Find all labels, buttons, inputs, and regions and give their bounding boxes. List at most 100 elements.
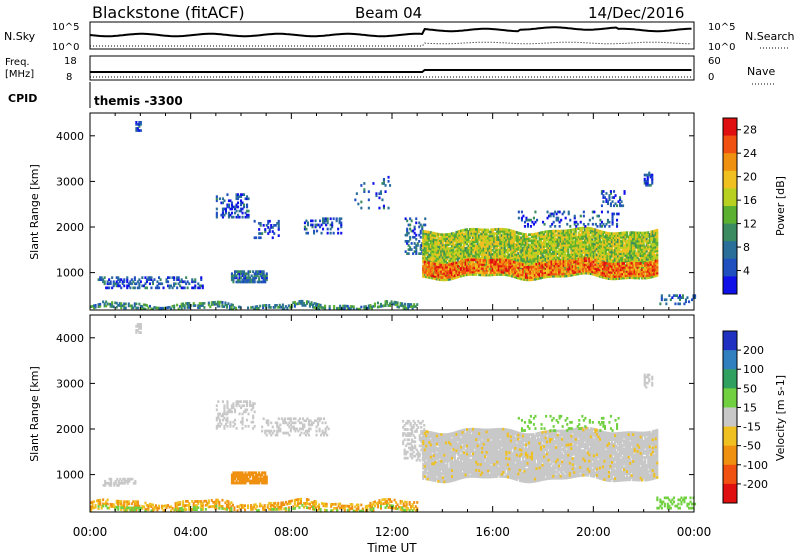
data-cell [638, 237, 641, 241]
data-cell [256, 307, 259, 310]
data-cell [431, 264, 434, 267]
data-cell [588, 269, 591, 273]
data-cell [549, 252, 552, 256]
data-cell [434, 275, 437, 278]
data-cell [463, 249, 466, 252]
data-cell [407, 223, 410, 227]
data-cell [466, 228, 469, 231]
data-cell [336, 306, 339, 310]
data-cell [452, 258, 455, 262]
data-cell [284, 305, 287, 308]
data-cell [240, 280, 243, 284]
data-cell [644, 250, 647, 253]
data-cell [515, 276, 518, 279]
data-cell [582, 259, 585, 263]
freq-series [90, 69, 692, 73]
data-cell [595, 235, 598, 238]
data-cell [476, 271, 479, 274]
data-cell [582, 249, 585, 252]
data-cell [449, 269, 452, 273]
data-cell [503, 256, 506, 260]
data-cell [258, 270, 261, 273]
data-cell [485, 240, 488, 244]
data-cell [564, 229, 567, 233]
data-cell [475, 236, 478, 239]
data-cell [464, 234, 467, 238]
data-cell [508, 243, 511, 246]
data-cell [277, 228, 280, 231]
data-cell [589, 241, 592, 245]
data-cell [597, 272, 600, 276]
data-cell [529, 278, 532, 282]
data-cell [485, 232, 488, 236]
data-cell [481, 246, 484, 250]
data-cell [421, 225, 424, 229]
data-cell [553, 235, 556, 239]
data-cell [595, 253, 598, 257]
data-cell [630, 260, 633, 263]
data-cell [428, 261, 431, 265]
data-cell [234, 274, 237, 278]
data-cell [466, 271, 469, 274]
data-cell [316, 229, 319, 233]
data-cell [645, 247, 648, 251]
data-cell [520, 259, 523, 262]
data-cell [565, 243, 568, 247]
data-cell [518, 236, 521, 239]
data-cell [592, 236, 595, 239]
data-cell [568, 241, 571, 245]
data-cell [656, 231, 659, 234]
data-cell [340, 217, 343, 221]
data-cell [461, 261, 464, 265]
data-cell [473, 240, 476, 243]
data-cell [517, 243, 520, 247]
data-cell [642, 262, 645, 266]
data-cell [573, 240, 576, 244]
data-cell [573, 258, 576, 262]
data-cell [506, 228, 509, 232]
data-cell [518, 242, 521, 245]
data-cell [443, 237, 446, 241]
data-cell [384, 302, 387, 305]
data-cell [615, 250, 618, 254]
data-cell [564, 239, 567, 243]
data-cell [505, 238, 508, 242]
data-cell [488, 261, 491, 264]
data-cell [629, 276, 632, 280]
data-cell [621, 248, 624, 251]
data-cell [641, 246, 644, 249]
data-cell [647, 262, 650, 265]
data-cell [325, 217, 328, 221]
data-cell [410, 303, 413, 306]
data-cell [614, 246, 617, 250]
data-cell [541, 247, 544, 251]
data-cell [186, 304, 189, 307]
data-cell [115, 305, 118, 309]
data-cell [490, 257, 493, 260]
data-cell [428, 269, 431, 273]
data-cell [139, 307, 142, 310]
data-cell [425, 267, 428, 270]
data-cell [409, 246, 412, 249]
data-cell [546, 242, 549, 246]
data-cell [183, 306, 186, 310]
data-cell [547, 232, 550, 235]
data-cell [475, 228, 478, 231]
data-cell [576, 256, 579, 259]
data-cell [556, 240, 559, 243]
data-cell [150, 307, 153, 311]
data-cell [544, 275, 547, 279]
data-cell [624, 252, 627, 255]
data-cell [623, 243, 626, 247]
data-cell [555, 260, 558, 263]
data-cell [413, 250, 416, 253]
data-cell [475, 248, 478, 252]
data-cell [447, 267, 450, 271]
data-cell [530, 241, 533, 245]
data-cell [276, 222, 279, 225]
data-cell [541, 271, 544, 275]
data-cell [586, 226, 589, 230]
data-cell [379, 302, 382, 306]
data-cell [429, 251, 432, 255]
data-cell [393, 302, 396, 306]
